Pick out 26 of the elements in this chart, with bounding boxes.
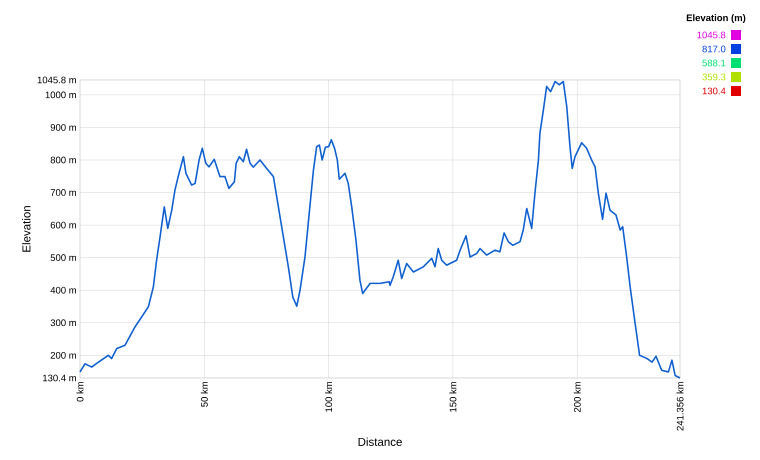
x-tick-label: 241.356 km: [676, 382, 684, 431]
y-tick-label: 130.4 m: [43, 374, 76, 382]
color-bar-label: 588.1: [702, 60, 726, 66]
x-tick-label: 0 km: [76, 382, 84, 402]
color-bar-label: 359.3: [702, 74, 726, 80]
y-tick-label: 1045.8 m: [38, 76, 76, 84]
y-tick-label: 600 m: [50, 222, 76, 228]
y-tick-label: 500 m: [50, 254, 76, 262]
color-bar-title: Elevation (m): [686, 14, 746, 24]
color-bar-label: 130.4: [702, 88, 726, 94]
color-bar-label: 817.0: [702, 46, 726, 52]
y-tick-label: 1000 m: [46, 92, 76, 98]
y-tick-label: 800 m: [50, 156, 76, 164]
y-axis-title: Elevation: [22, 206, 30, 252]
x-tick-label: 50 km: [200, 382, 208, 407]
y-tick-label: 900 m: [50, 124, 76, 131]
y-tick-label: 400 m: [50, 286, 76, 294]
color-bar-label: 1045.8: [697, 32, 726, 38]
line-series: [79, 80, 681, 379]
y-tick-label: 700 m: [50, 189, 76, 196]
x-tick-label: 200 km: [574, 382, 581, 412]
y-tick-label: 300 m: [50, 319, 76, 326]
y-tick-label: 200 m: [50, 352, 76, 359]
x-tick-label: 150 km: [449, 382, 456, 412]
x-tick-label: 100 km: [325, 382, 332, 412]
x-axis-title: Distance: [358, 438, 402, 446]
